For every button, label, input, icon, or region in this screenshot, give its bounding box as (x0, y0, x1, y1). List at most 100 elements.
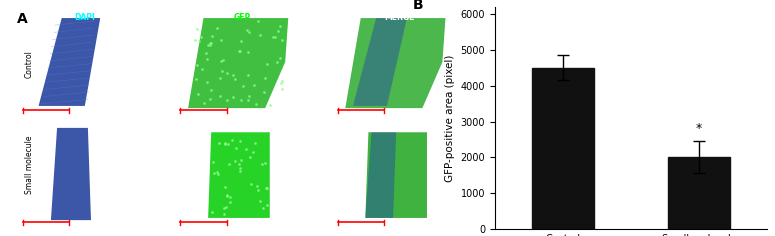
Y-axis label: GFP-positive area (pixel): GFP-positive area (pixel) (445, 54, 455, 182)
Point (258, 90, 270, 94)
Point (229, 146, 242, 150)
Point (248, 83, 260, 86)
Point (229, 159, 241, 163)
Point (213, 94, 226, 98)
Point (274, 81, 287, 84)
Point (195, 35, 207, 39)
Point (243, 30, 256, 34)
Point (215, 59, 227, 63)
Polygon shape (39, 18, 100, 106)
Point (211, 26, 223, 30)
Point (242, 50, 254, 54)
Point (224, 195, 236, 199)
Point (242, 73, 254, 77)
Text: GFP: GFP (233, 13, 250, 21)
Point (219, 142, 231, 146)
Point (203, 43, 215, 47)
Point (216, 58, 229, 62)
Point (199, 51, 212, 55)
Point (246, 151, 259, 154)
Point (250, 102, 262, 106)
Point (190, 77, 202, 81)
Polygon shape (365, 132, 396, 218)
Point (223, 200, 236, 203)
Point (221, 71, 233, 75)
Point (223, 162, 236, 166)
Point (242, 98, 254, 101)
Point (237, 84, 250, 88)
Point (229, 77, 241, 81)
Point (191, 63, 203, 67)
Point (261, 62, 274, 66)
Point (276, 79, 288, 83)
Point (204, 97, 216, 101)
Text: A: A (17, 12, 28, 26)
Point (239, 148, 252, 151)
Text: MERGE: MERGE (384, 13, 415, 21)
Polygon shape (365, 132, 427, 218)
Point (235, 98, 247, 101)
Point (261, 186, 274, 190)
Point (254, 199, 267, 202)
Point (235, 158, 247, 161)
Point (256, 162, 268, 166)
Text: B: B (413, 0, 424, 12)
Point (274, 56, 287, 60)
Point (205, 211, 218, 214)
Polygon shape (346, 18, 446, 108)
Point (274, 24, 286, 28)
Bar (669, 157, 730, 229)
Point (205, 88, 217, 92)
Point (269, 35, 281, 38)
Point (232, 50, 245, 53)
Point (195, 67, 208, 71)
Point (192, 39, 205, 43)
Point (219, 141, 231, 145)
Point (218, 212, 230, 216)
Point (204, 42, 216, 45)
Point (221, 193, 233, 197)
Point (270, 60, 283, 64)
Polygon shape (51, 128, 91, 220)
Point (206, 34, 219, 38)
Point (188, 38, 201, 42)
Text: *: * (696, 122, 702, 135)
Polygon shape (188, 18, 288, 108)
Point (212, 172, 224, 176)
Point (207, 160, 219, 164)
Point (243, 155, 256, 159)
Point (259, 161, 271, 165)
Point (245, 182, 257, 186)
Point (226, 138, 238, 142)
Point (213, 141, 226, 144)
Point (251, 184, 264, 188)
Point (260, 203, 273, 206)
Point (241, 28, 253, 32)
Point (201, 58, 213, 61)
Point (208, 171, 220, 175)
Point (220, 99, 232, 102)
Point (227, 95, 239, 99)
Point (219, 185, 231, 189)
Point (234, 169, 246, 173)
Point (215, 69, 228, 73)
Point (202, 43, 215, 47)
Point (226, 73, 239, 77)
Point (252, 188, 264, 192)
Point (234, 49, 246, 53)
Point (214, 76, 226, 80)
Point (222, 143, 235, 146)
Point (259, 76, 271, 80)
Point (264, 104, 276, 107)
Point (257, 206, 269, 210)
Point (276, 38, 288, 42)
Text: Small molecule: Small molecule (25, 136, 34, 194)
Point (235, 39, 247, 43)
Point (233, 162, 246, 166)
Text: Control: Control (25, 50, 34, 78)
Point (267, 35, 279, 39)
Point (252, 20, 264, 23)
Point (212, 170, 224, 174)
Point (215, 38, 227, 42)
Point (243, 94, 255, 97)
